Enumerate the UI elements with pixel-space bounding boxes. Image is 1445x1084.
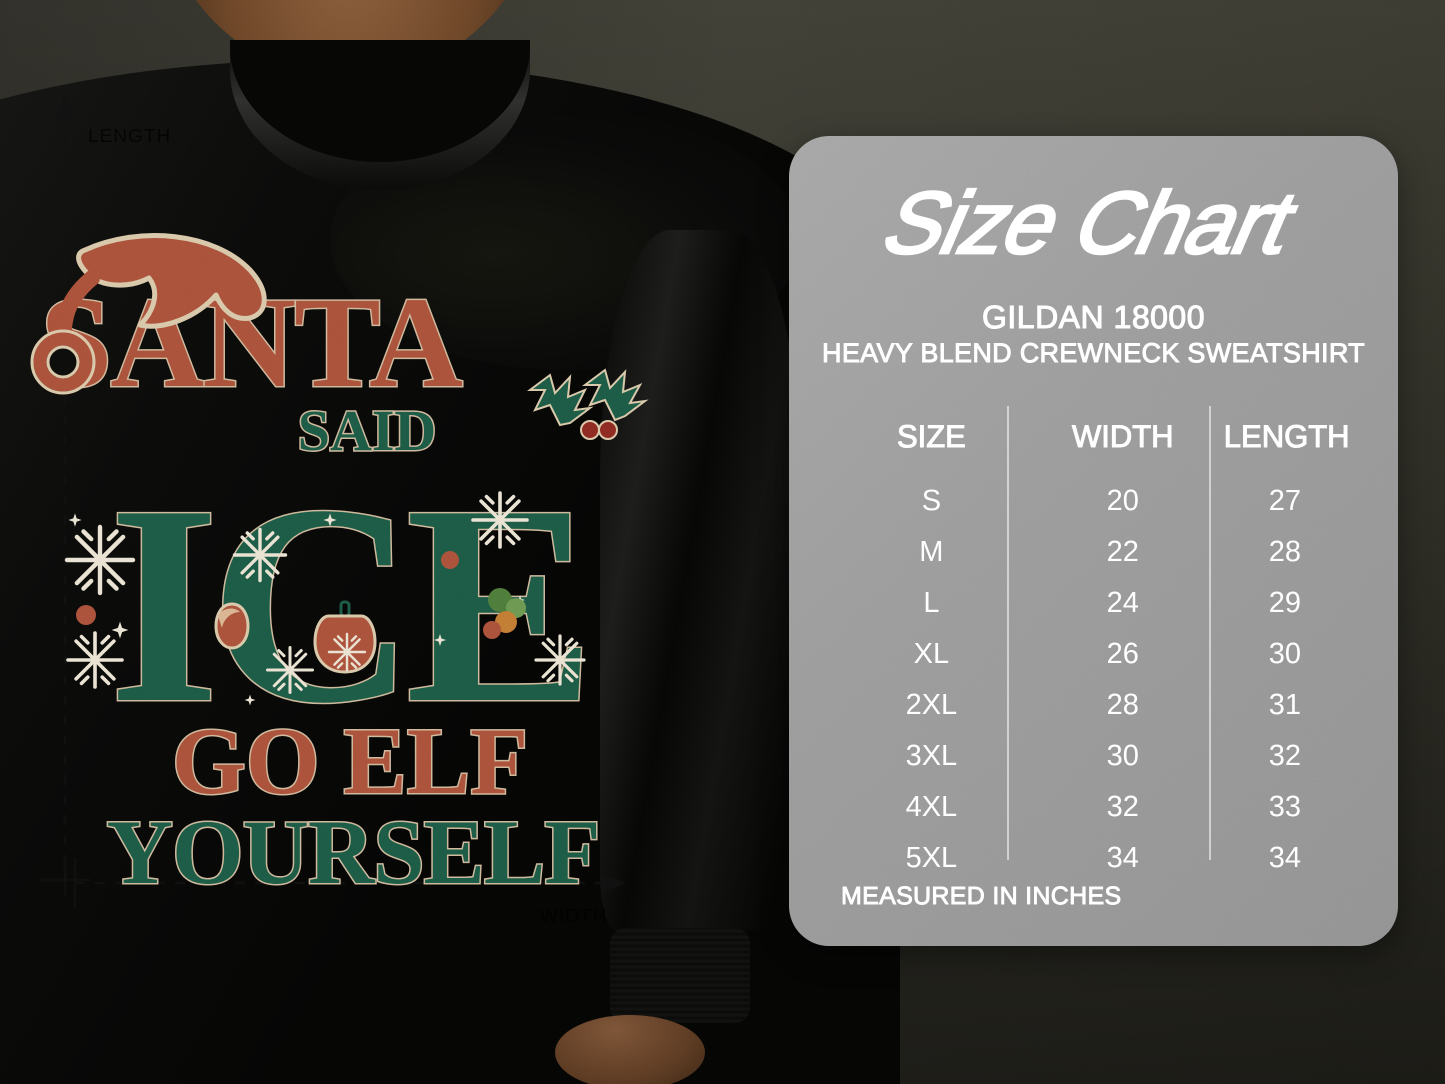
svg-text:GO ELF: GO ELF xyxy=(172,708,528,814)
svg-text:Size Chart: Size Chart xyxy=(873,174,1304,272)
svg-text:YOURSELF: YOURSELF xyxy=(107,801,600,903)
